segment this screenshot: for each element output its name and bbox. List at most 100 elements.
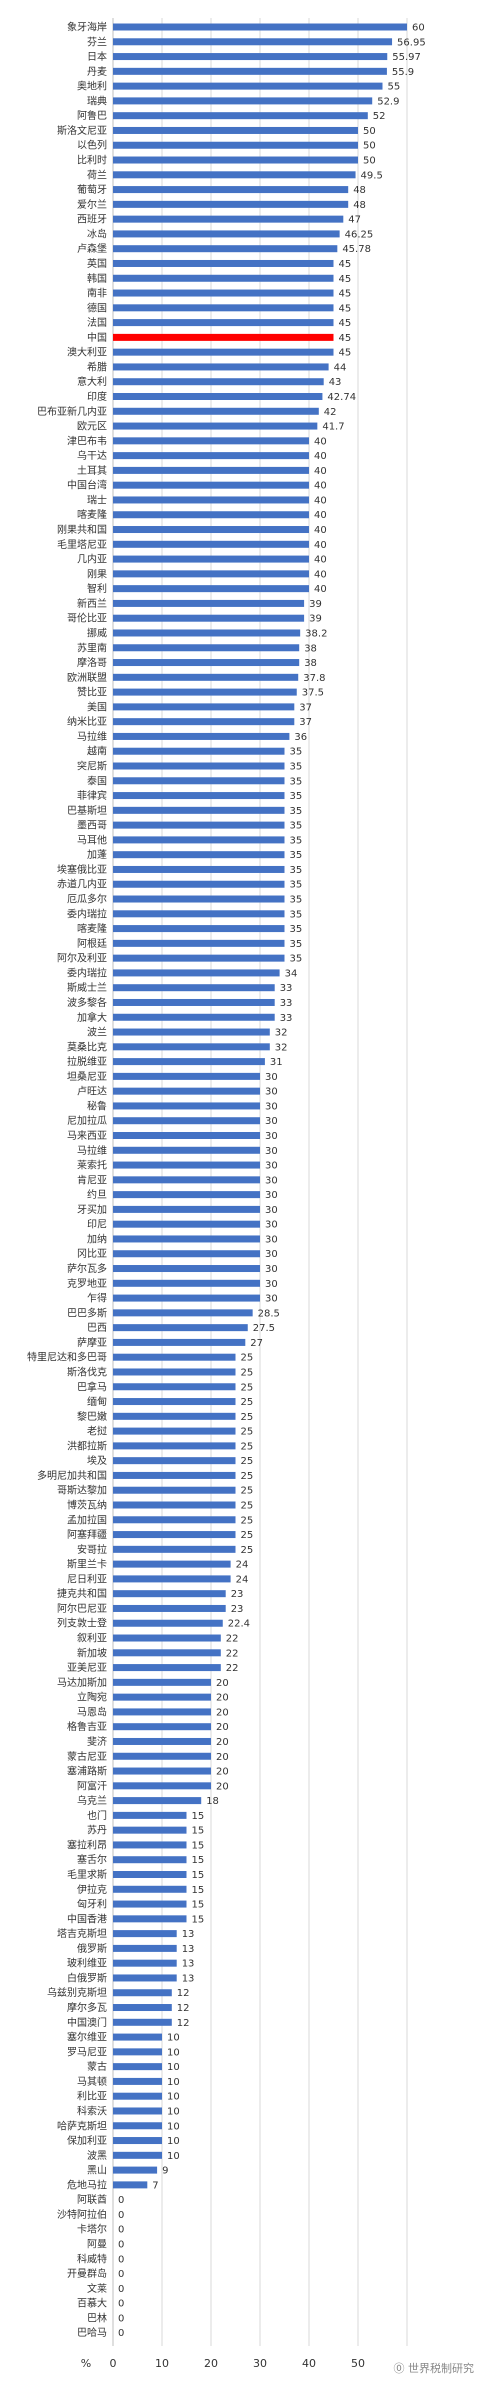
- category-label: 马耳他: [77, 833, 107, 846]
- bar: [113, 1900, 187, 1908]
- bar: [113, 703, 295, 711]
- bar: [113, 53, 388, 61]
- value-label: 25: [241, 1367, 254, 1378]
- category-label: 乍得: [87, 1292, 107, 1305]
- category-label: 委内瑞拉: [67, 907, 107, 920]
- category-label: 越南: [87, 745, 107, 758]
- value-label: 30: [265, 1101, 278, 1112]
- bar: [113, 1590, 226, 1598]
- bar: [113, 1058, 265, 1066]
- bar: [113, 2004, 172, 2012]
- bar: [113, 1412, 236, 1420]
- category-label: 刚果共和国: [57, 524, 107, 536]
- category-label: 白俄罗斯: [67, 1971, 107, 1984]
- value-label: 20: [216, 1707, 229, 1718]
- category-label: 利比亚: [77, 2091, 107, 2103]
- category-label: 立陶宛: [77, 1691, 107, 1704]
- value-label: 37.8: [303, 673, 325, 684]
- bar: [113, 1560, 231, 1568]
- value-label: 45: [339, 318, 352, 329]
- value-label: 12: [177, 2018, 190, 2029]
- value-label: 45: [339, 333, 352, 344]
- bar: [113, 1841, 187, 1849]
- category-label: 肯尼亚: [77, 1173, 107, 1186]
- bar: [113, 821, 285, 829]
- value-label: 20: [216, 1737, 229, 1748]
- bar: [113, 1353, 236, 1361]
- bar: [113, 1132, 260, 1139]
- bar: [113, 1989, 172, 1997]
- value-label: 13: [182, 1944, 195, 1955]
- category-label: 塞尔维亚: [67, 2031, 107, 2044]
- bar: [113, 1885, 187, 1893]
- category-label: 意大利: [77, 375, 107, 388]
- value-label: 39: [309, 599, 322, 610]
- value-label: 22: [226, 1663, 239, 1674]
- bar: [113, 659, 300, 667]
- category-label: 马拉维: [77, 730, 107, 743]
- bar: [113, 82, 383, 90]
- value-label: 10: [167, 2062, 180, 2073]
- category-label: 波黑: [87, 2149, 107, 2162]
- value-label: 38: [304, 643, 317, 654]
- value-label: 40: [314, 451, 327, 462]
- category-label: 克罗地亚: [67, 1277, 107, 1290]
- category-label: 苏丹: [87, 1824, 107, 1837]
- bar: [113, 969, 280, 977]
- category-label: 斯洛伐克: [67, 1365, 107, 1378]
- bar: [113, 481, 309, 489]
- bar: [113, 629, 301, 637]
- bar: [113, 1604, 226, 1612]
- category-label: 萨尔瓦多: [67, 1262, 107, 1275]
- category-label: 加蓬: [87, 849, 107, 861]
- value-label: 35: [290, 880, 303, 891]
- value-label: 20: [216, 1781, 229, 1792]
- value-label: 52: [373, 111, 386, 122]
- value-label: 50: [363, 141, 376, 152]
- value-label: 38: [304, 658, 317, 669]
- value-label: 15: [192, 1826, 205, 1837]
- bar: [113, 1974, 177, 1982]
- bar: [113, 1856, 187, 1864]
- category-label: 拉脱维亚: [67, 1055, 107, 1068]
- bar: [113, 186, 349, 194]
- category-label: 刚果: [87, 568, 107, 580]
- bar: [113, 585, 309, 593]
- bar: [113, 1072, 260, 1080]
- value-label: 30: [265, 1087, 278, 1098]
- category-label: 阿联酋: [77, 2193, 107, 2206]
- category-label: 中国香港: [67, 1912, 107, 1925]
- value-label: 40: [314, 584, 327, 595]
- category-label: 罗马尼亚: [67, 2046, 107, 2058]
- bar: [113, 540, 309, 548]
- category-label: 老挝: [87, 1425, 107, 1438]
- category-label: 科索沃: [77, 2104, 107, 2117]
- bar: [113, 939, 285, 947]
- bar: [113, 1545, 236, 1553]
- category-label: 博茨瓦纳: [67, 1499, 107, 1512]
- value-label: 15: [192, 1870, 205, 1881]
- category-label: 象牙海岸: [67, 21, 107, 34]
- category-label: 赤道几内亚: [57, 878, 107, 891]
- category-label: 巴基斯坦: [67, 804, 107, 817]
- value-label: 30: [265, 1205, 278, 1216]
- value-label: 39: [309, 614, 322, 625]
- bar: [113, 437, 309, 445]
- bar: [113, 38, 393, 46]
- bar: [113, 895, 285, 903]
- category-label: 冰岛: [87, 227, 107, 240]
- value-labels: 60 56.95 55.97 55.9 55 52.9 52 50 50 50 49.5 48 48 47…: [118, 23, 426, 2340]
- value-label: 12: [177, 2003, 190, 2014]
- bar: [113, 1250, 260, 1258]
- category-label: 危地马拉: [67, 2178, 107, 2191]
- bar: [113, 998, 275, 1006]
- bar: [113, 1442, 236, 1450]
- bar: [113, 363, 329, 371]
- category-label: 乌干达: [77, 449, 107, 462]
- bar: [113, 1028, 270, 1036]
- category-label: 蒙古: [87, 2060, 107, 2073]
- value-label: 0: [118, 2299, 124, 2310]
- value-label: 35: [290, 806, 303, 817]
- value-label: 35: [290, 835, 303, 846]
- category-label: 巴西: [87, 1322, 107, 1334]
